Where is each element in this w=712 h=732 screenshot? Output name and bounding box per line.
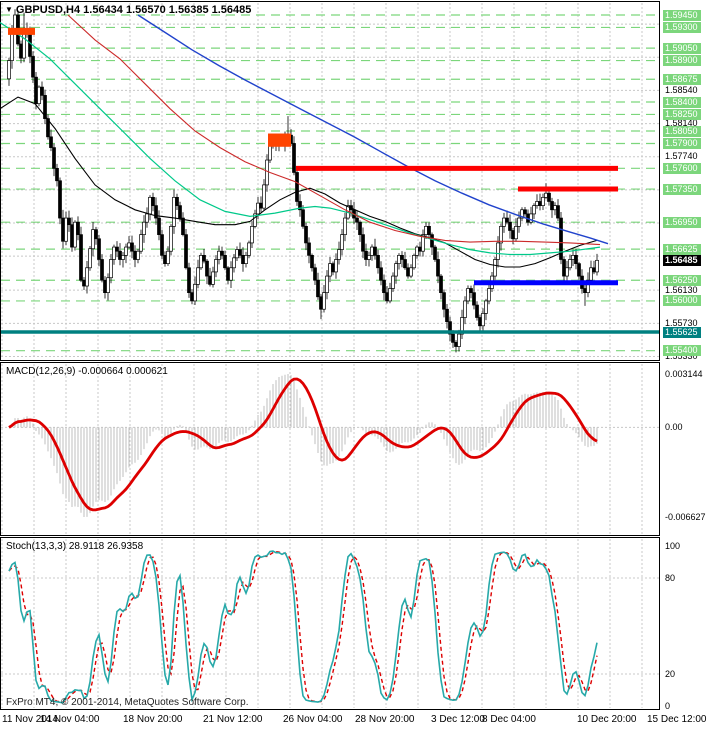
price-level-label: 1.58900 <box>663 55 701 66</box>
stoch-axis-label: 80 <box>665 573 676 583</box>
ma-medium-green <box>0 21 601 256</box>
price-level-label: 1.59050 <box>663 43 701 54</box>
price-level-label: 1.58250 <box>663 109 701 120</box>
time-axis-label: 26 Nov 04:00 <box>283 714 343 725</box>
price-level-label: 1.58050 <box>663 126 701 137</box>
price-level-label: 1.57600 <box>663 163 701 174</box>
macd-signal-line <box>8 377 598 512</box>
stoch-percent-d-line <box>8 550 598 704</box>
price-axis-label: 1.55730 <box>665 318 698 328</box>
price-level-label: 1.56250 <box>663 275 701 286</box>
price-level-label: 1.56625 <box>663 244 701 255</box>
stoch-percent-k-line <box>8 550 598 704</box>
price-level-label: 1.57900 <box>663 138 701 149</box>
stoch-axis-label: 100 <box>665 541 681 551</box>
time-axis-label: 11 Nov 2014 <box>2 714 58 725</box>
stoch-d <box>8 550 598 704</box>
macd-indicator-label: MACD(12,26,9) -0.000664 0.000621 <box>6 366 168 377</box>
price-level-label: 1.58400 <box>663 97 701 108</box>
time-axis-label: 14 Nov 04:00 <box>40 714 100 725</box>
time-axis-label: 8 Dec 04:00 <box>482 714 536 725</box>
price-panel-frame <box>0 1 660 361</box>
ma-fast-black <box>0 96 598 268</box>
stoch-panel-frame <box>0 537 660 710</box>
ma-slow-red <box>67 14 601 246</box>
price-level-label: 1.56950 <box>663 217 701 228</box>
price-level-label: 1.56000 <box>663 295 701 306</box>
chart-title: GBPUSD,H4 1.56434 1.56570 1.56385 1.5648… <box>15 4 252 16</box>
teal-level-label: 1.55625 <box>663 327 701 338</box>
price-level-label: 1.59300 <box>663 22 701 33</box>
ma-medium-green <box>0 21 601 256</box>
price-level-label: 1.58675 <box>663 74 701 85</box>
ma-slowest-blue <box>137 14 609 245</box>
price-axis-label: 1.58140 <box>665 118 698 128</box>
macd-histogram <box>11 374 598 517</box>
ma-slow-red <box>67 14 601 246</box>
price-axis-label: 1.56130 <box>665 285 698 295</box>
time-axis-label: 10 Dec 20:00 <box>577 714 637 725</box>
highlight-box <box>268 133 291 147</box>
macd-signal <box>8 377 598 512</box>
drawn-objects <box>1 27 659 334</box>
ma-slowest-blue <box>137 14 609 245</box>
macd-axis-max: 0.003144 <box>665 369 703 379</box>
time-axis-label: 21 Nov 12:00 <box>203 714 263 725</box>
symbol-dropdown-icon[interactable]: ▼ <box>5 5 13 14</box>
stoch-indicator-label: Stoch(13,3,3) 28.9118 26.9358 <box>6 541 144 552</box>
candlesticks <box>7 9 599 353</box>
ma-fast-black <box>0 96 598 268</box>
price-level-label: 1.59450 <box>663 10 701 21</box>
highlight-box <box>8 27 35 35</box>
time-axis-label: 28 Nov 20:00 <box>355 714 415 725</box>
price-axis-label: 1.55330 <box>665 351 698 361</box>
time-axis-label: 15 Dec 12:00 <box>647 714 707 725</box>
stoch-axis-label: 0 <box>665 701 671 711</box>
price-level-label: 1.55400 <box>663 345 701 356</box>
macd-axis-min: -0.006627 <box>665 512 706 522</box>
stoch-k <box>8 550 598 704</box>
copyright-text: FxPro MT4, © 2001-2014, MetaQuotes Softw… <box>6 697 249 708</box>
time-axis-label: 3 Dec 12:00 <box>431 714 485 725</box>
macd-axis-zero: 0.00 <box>665 422 683 432</box>
price-level-label: 1.57350 <box>663 184 701 195</box>
current-price-label: 1.56485 <box>663 255 701 266</box>
stoch-axis-label: 20 <box>665 669 676 679</box>
price-axis-label: 1.58540 <box>665 85 698 95</box>
chart-title-bar: ▼ GBPUSD,H4 1.56434 1.56570 1.56385 1.564… <box>5 4 251 16</box>
price-axis-label: 1.57740 <box>665 151 698 161</box>
time-axis-label: 18 Nov 20:00 <box>123 714 183 725</box>
